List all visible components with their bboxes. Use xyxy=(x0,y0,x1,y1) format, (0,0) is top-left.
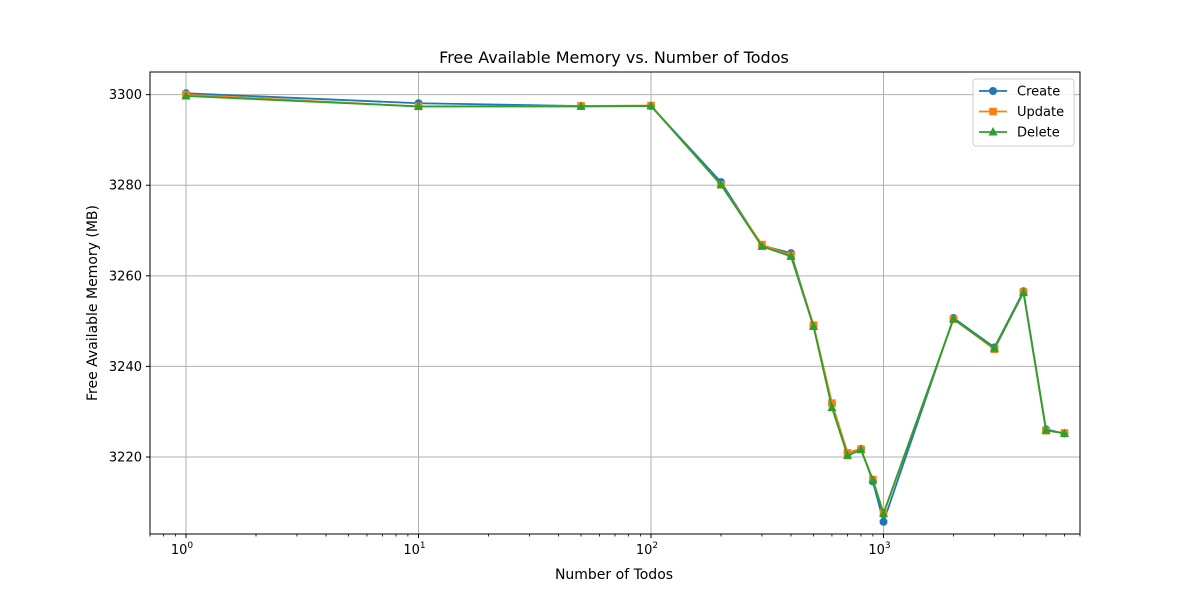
data-point xyxy=(989,87,997,95)
series-line xyxy=(185,95,1065,515)
plot-frame xyxy=(149,71,1081,535)
legend-box xyxy=(972,78,1075,147)
data-point xyxy=(988,127,998,136)
legend-item-delete: Delete xyxy=(979,126,1060,141)
data-point xyxy=(414,101,424,110)
data-point xyxy=(989,343,999,352)
y-tick-label: 3280 xyxy=(109,179,142,194)
data-point xyxy=(856,444,866,454)
data-point xyxy=(809,321,819,331)
data-point xyxy=(576,101,586,110)
data-point xyxy=(181,91,191,100)
y-tick-label: 3260 xyxy=(109,269,142,284)
series-delete xyxy=(181,91,1069,518)
legend-item-create: Create xyxy=(979,85,1060,100)
y-tick-label: 3220 xyxy=(109,451,142,466)
series-layer xyxy=(181,89,1069,526)
data-point xyxy=(757,241,767,250)
data-point xyxy=(868,475,878,484)
data-point xyxy=(786,251,796,260)
data-point xyxy=(879,517,888,526)
chart-title: Free Available Memory vs. Number of Todo… xyxy=(439,48,789,67)
data-point xyxy=(879,508,889,518)
data-point xyxy=(1018,287,1028,297)
x-tick-label: 101 xyxy=(403,541,425,558)
data-point xyxy=(989,107,997,116)
series-update xyxy=(182,90,1069,517)
data-point xyxy=(646,100,656,110)
legend-item-update: Update xyxy=(979,105,1064,120)
x-tick-label: 100 xyxy=(171,541,194,558)
data-point xyxy=(1041,425,1051,434)
grid-layer xyxy=(150,72,1080,534)
y-tick-label: 3240 xyxy=(109,360,142,375)
legend-label: Delete xyxy=(1017,126,1060,141)
data-point xyxy=(949,313,959,323)
x-tick-label: 102 xyxy=(636,541,658,558)
legend: Create Update Delete xyxy=(972,78,1075,147)
data-point xyxy=(843,450,852,460)
legend-label: Update xyxy=(1017,105,1064,120)
legend-label: Create xyxy=(1017,85,1060,100)
data-point xyxy=(827,402,837,412)
tick-layer: 3220 3240 3260 3280 3300 100 101 102 103 xyxy=(109,88,1081,558)
y-axis-title: Free Available Memory (MB) xyxy=(85,205,101,401)
y-tick-label: 3300 xyxy=(109,88,142,103)
data-point xyxy=(1059,428,1069,437)
data-point xyxy=(716,179,726,189)
x-axis-title: Number of Todos xyxy=(555,567,673,583)
series-create xyxy=(182,89,1069,526)
series-line xyxy=(185,93,1065,515)
x-tick-label: 103 xyxy=(868,541,890,558)
